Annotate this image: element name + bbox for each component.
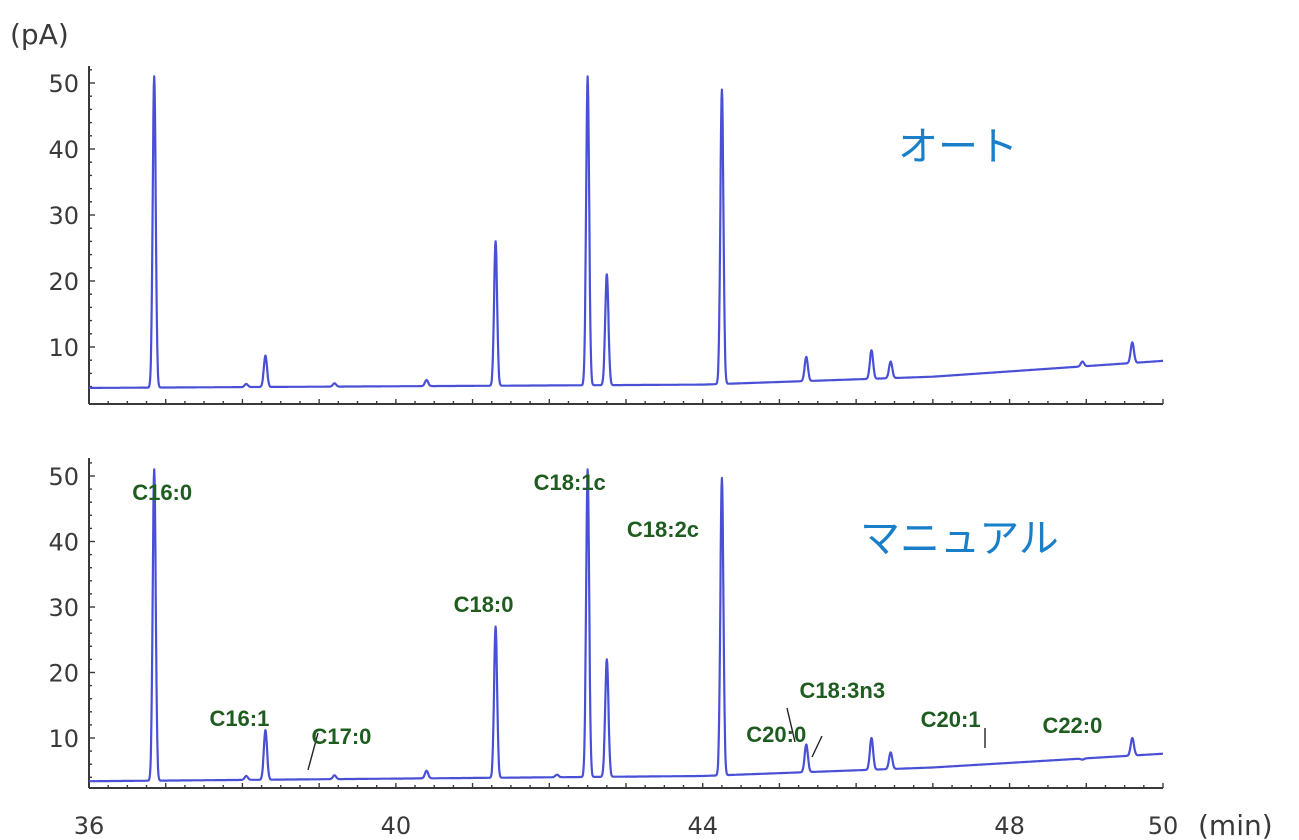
chromatogram-trace <box>88 468 1164 783</box>
chromatogram-panel-manual: 10 20 30 40 50 マニュアル C16:0 C16:1 C17:0 C18:0 C18:1… <box>48 458 1164 789</box>
peak-label-leader <box>786 707 796 743</box>
peak-label: C18:1c <box>534 470 606 495</box>
x-tick-label: 40 <box>381 812 412 840</box>
y-tick-label: 30 <box>48 594 79 622</box>
y-tick-label: 10 <box>48 334 79 362</box>
peak-label: C22:0 <box>1042 713 1102 738</box>
panel-mode-label: マニュアル <box>860 516 1059 562</box>
peak-label: C18:3n3 <box>799 678 885 703</box>
y-tick-label: 50 <box>48 70 79 98</box>
peak-label: C16:1 <box>209 706 269 731</box>
y-tick-label: 20 <box>48 268 79 296</box>
y-tick-label: 50 <box>48 463 79 491</box>
y-tick-label: 20 <box>48 660 79 688</box>
peak-label: C17:0 <box>311 724 371 749</box>
peak-label: C20:0 <box>746 722 806 747</box>
x-tick-label: 50 <box>1148 812 1179 840</box>
y-tick-label: 40 <box>48 529 79 557</box>
y-tick-label: 30 <box>48 202 79 230</box>
y-tick-label: 40 <box>48 136 79 164</box>
x-tick-label: 44 <box>687 812 718 840</box>
y-axis-unit-label: (pA) <box>10 18 69 51</box>
peak-label: C18:2c <box>627 517 699 542</box>
y-tick-label: 10 <box>48 725 79 753</box>
peak-label: C16:0 <box>132 480 192 505</box>
chromatogram-trace <box>88 75 1164 389</box>
peak-label: C20:1 <box>921 707 981 732</box>
peak-label-leader <box>811 735 823 758</box>
chromatogram-panel-auto: 10 20 30 40 50 オート <box>48 66 1164 405</box>
x-tick-label: 36 <box>74 812 105 840</box>
peak-label: C18:0 <box>454 592 514 617</box>
x-axis-tick-labels: 36 40 44 48 50 <box>74 812 1179 840</box>
panel-mode-label: オート <box>898 124 1018 170</box>
x-tick-label: 48 <box>994 812 1025 840</box>
x-axis-unit-label: (min) <box>1198 809 1273 840</box>
peak-label-leader <box>307 732 319 771</box>
